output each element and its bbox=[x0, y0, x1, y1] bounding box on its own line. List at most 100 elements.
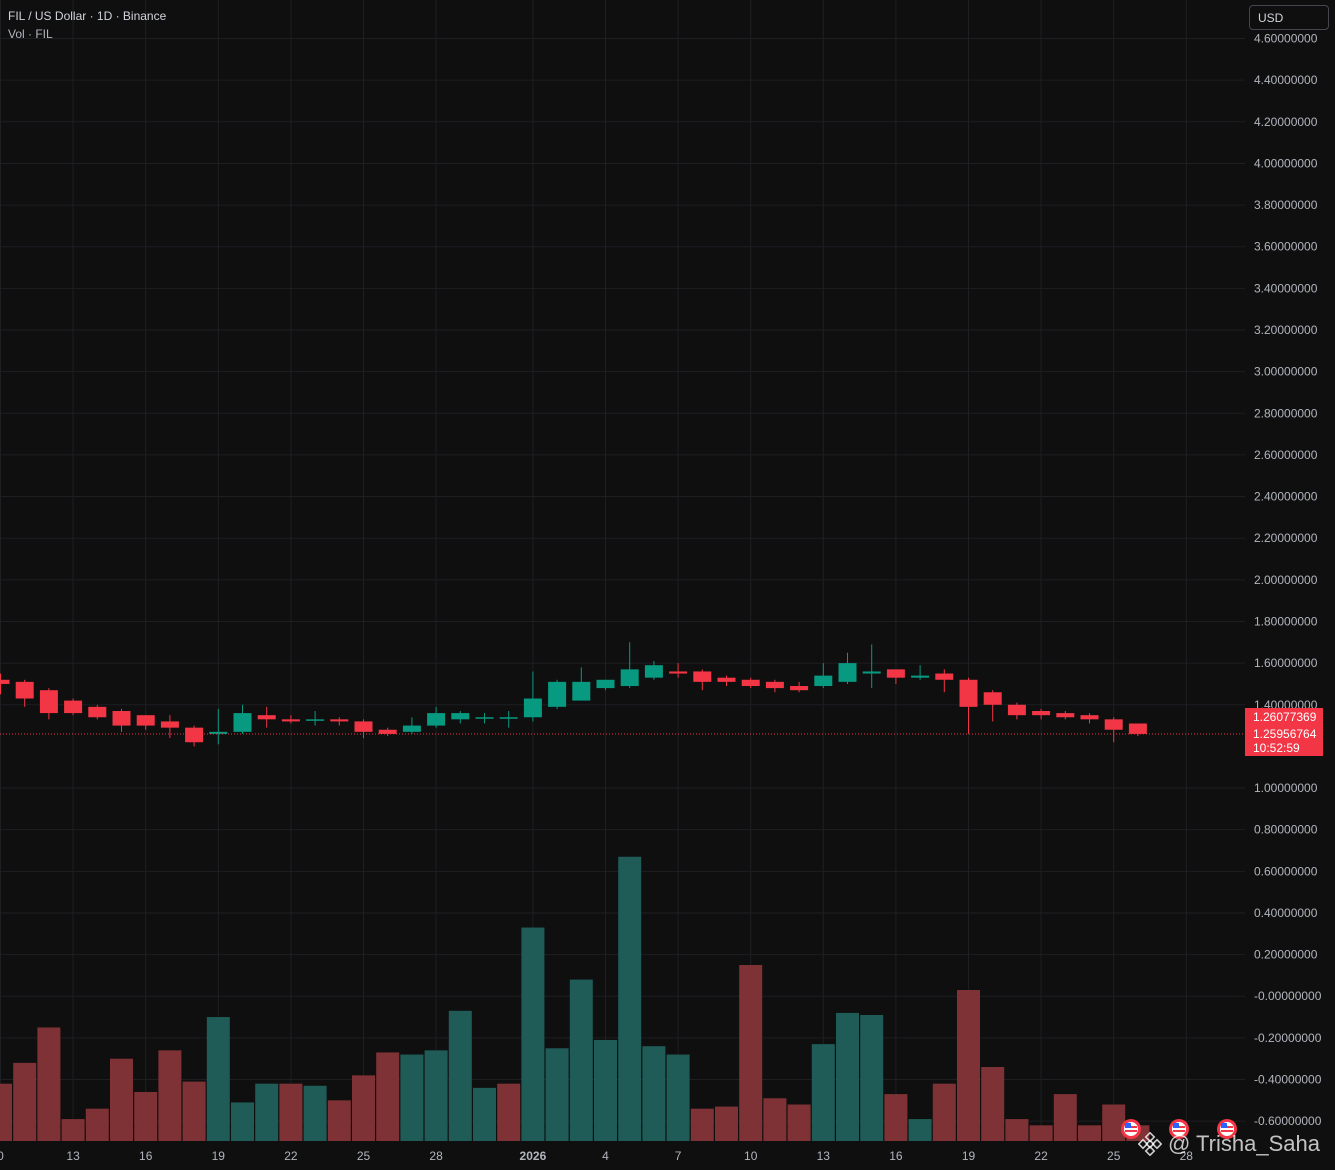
candle bbox=[15, 679, 34, 707]
y-tick-label: 0.20000000 bbox=[1254, 948, 1318, 962]
volume-bar bbox=[666, 1054, 690, 1141]
candle-body bbox=[160, 721, 179, 728]
candle-body bbox=[911, 675, 930, 678]
candle-body bbox=[620, 669, 639, 687]
candle-body bbox=[354, 721, 373, 732]
candle-body bbox=[886, 669, 905, 678]
candle bbox=[983, 690, 1002, 722]
volume-bar bbox=[1005, 1119, 1029, 1141]
candle bbox=[644, 661, 663, 680]
volume-bar bbox=[836, 1012, 859, 1141]
y-tick-label: 4.20000000 bbox=[1254, 115, 1318, 129]
candlesticks bbox=[0, 642, 1147, 747]
candle-body bbox=[330, 719, 349, 722]
candle bbox=[886, 669, 905, 684]
volume-bar bbox=[521, 927, 545, 1141]
candle bbox=[499, 711, 518, 728]
y-tick-label: 2.20000000 bbox=[1254, 531, 1318, 545]
x-tick-label: 13 bbox=[817, 1149, 831, 1163]
candle-body bbox=[548, 681, 567, 707]
candle-body bbox=[281, 719, 300, 722]
author-name: @ Trisha_Saha bbox=[1168, 1131, 1320, 1156]
economic-event-markers[interactable] bbox=[1121, 1119, 1237, 1139]
volume-bar bbox=[231, 1102, 254, 1141]
volume-bar bbox=[0, 1083, 12, 1141]
candle bbox=[88, 704, 107, 720]
price-labels: 1.26077369 1.25956764 10:52:59 bbox=[1245, 708, 1323, 756]
volume-bar bbox=[424, 1050, 448, 1141]
volume-bar bbox=[884, 1094, 908, 1141]
us-flag-icon[interactable] bbox=[1217, 1119, 1237, 1139]
candle bbox=[185, 725, 204, 747]
volume-bar bbox=[811, 1044, 835, 1141]
candle-body bbox=[233, 713, 252, 732]
candle-body bbox=[451, 713, 470, 720]
volume-bar bbox=[448, 1010, 472, 1141]
volume-bar bbox=[787, 1104, 811, 1141]
last-price-badge bbox=[1245, 708, 1323, 725]
y-tick-label: 3.40000000 bbox=[1254, 281, 1318, 295]
volume-bar bbox=[860, 1014, 884, 1141]
y-tick-label: 0.60000000 bbox=[1254, 864, 1318, 878]
y-tick-label: 3.20000000 bbox=[1254, 323, 1318, 337]
candle-body bbox=[499, 717, 518, 719]
x-tick-label: 25 bbox=[1107, 1149, 1121, 1163]
current-price-label: 1.25956764 bbox=[1253, 727, 1317, 741]
us-flag-icon[interactable] bbox=[1169, 1119, 1189, 1139]
us-flag-icon[interactable] bbox=[1121, 1119, 1141, 1139]
x-tick-label: 16 bbox=[139, 1149, 153, 1163]
y-tick-label: -0.00000000 bbox=[1254, 989, 1322, 1003]
volume-bar bbox=[1029, 1125, 1053, 1141]
volume-bar bbox=[1078, 1125, 1101, 1141]
time-axis[interactable]: 0 13 16 19 22 25 28 2026 4 7 10 13 16 19 22 25 28 bbox=[0, 1149, 1193, 1163]
candle bbox=[572, 667, 591, 701]
price-axis[interactable]: 4.60000000 4.40000000 4.20000000 4.00000000… bbox=[1254, 32, 1322, 1129]
y-tick-label: 1.60000000 bbox=[1254, 656, 1318, 670]
candle-body bbox=[64, 700, 83, 714]
currency-button[interactable]: USD bbox=[1249, 5, 1329, 30]
y-tick-label: 1.00000000 bbox=[1254, 781, 1318, 795]
candle bbox=[717, 675, 736, 687]
volume-bar bbox=[957, 989, 980, 1141]
candle-body bbox=[209, 731, 228, 734]
volume-bar bbox=[206, 1017, 230, 1141]
candle bbox=[1007, 702, 1026, 720]
candle-body bbox=[1056, 713, 1075, 718]
countdown-label: 10:52:59 bbox=[1253, 741, 1300, 755]
candle bbox=[790, 681, 809, 693]
candle bbox=[209, 708, 228, 745]
y-tick-label: -0.60000000 bbox=[1254, 1114, 1322, 1128]
volume-bar bbox=[739, 965, 763, 1141]
x-tick-label: 19 bbox=[962, 1149, 976, 1163]
candle-body bbox=[427, 713, 446, 726]
candle bbox=[814, 663, 833, 689]
candle-body bbox=[1128, 723, 1147, 734]
volume-legend[interactable]: Vol · FIL bbox=[8, 27, 53, 41]
volume-bars bbox=[0, 856, 1150, 1141]
candle bbox=[523, 671, 542, 722]
candle bbox=[306, 711, 325, 726]
candle bbox=[1080, 713, 1099, 724]
symbol-title[interactable]: FIL / US Dollar · 1D · Binance bbox=[8, 9, 167, 23]
volume-bar bbox=[932, 1083, 956, 1141]
candle-body bbox=[862, 671, 881, 674]
y-tick-label: -0.20000000 bbox=[1254, 1031, 1322, 1045]
candle-body bbox=[185, 727, 204, 743]
x-tick-label: 7 bbox=[675, 1149, 682, 1163]
candle-body bbox=[741, 679, 760, 687]
volume-bar bbox=[715, 1106, 738, 1141]
y-tick-label: 0.40000000 bbox=[1254, 906, 1318, 920]
volume-bar bbox=[594, 1039, 617, 1141]
candle-body bbox=[644, 665, 663, 678]
candle bbox=[1056, 711, 1075, 720]
candle bbox=[475, 713, 494, 724]
candle-body bbox=[1007, 704, 1026, 716]
candle bbox=[39, 688, 58, 720]
x-tick-label: 28 bbox=[1180, 1149, 1194, 1163]
y-tick-label: 2.00000000 bbox=[1254, 573, 1318, 587]
volume-bar bbox=[618, 856, 642, 1141]
candle bbox=[427, 706, 446, 728]
y-tick-label: 1.80000000 bbox=[1254, 614, 1318, 628]
candle bbox=[330, 717, 349, 726]
